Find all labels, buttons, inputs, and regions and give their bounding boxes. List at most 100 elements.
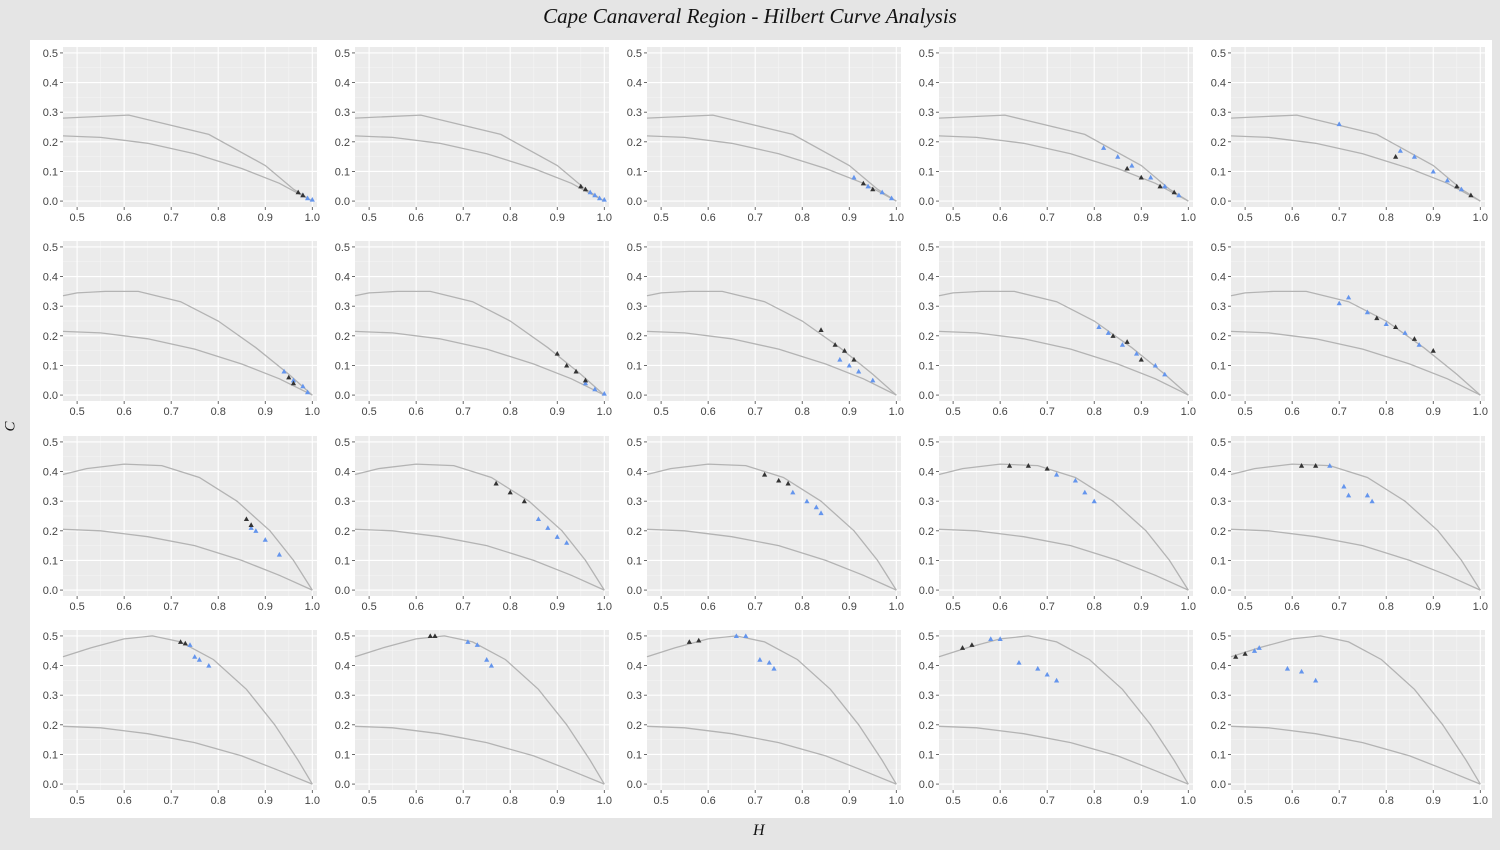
dark-point [832,342,838,347]
y-tick-label: 0.3 [919,301,934,313]
x-tick-label: 0.6 [992,601,1007,613]
y-tick-label: 0.2 [919,137,934,149]
blue-point [601,196,607,202]
x-tick-label: 0.5 [361,406,376,418]
dark-point [295,189,301,195]
x-tick-label: 1.0 [597,795,612,807]
facet-panel: 0.5 0.6 0.7 0.8 0.9 1.0 0.0 0.1 0.2 0.3 0.4 0.5 [1211,630,1488,807]
upper-boundary-curve [938,114,1189,202]
x-tick-label: 0.8 [795,795,810,807]
x-tick-label: 0.9 [550,406,565,418]
y-tick-label: 0.0 [919,390,934,402]
blue-point [879,189,885,195]
y-tick-label: 0.2 [43,526,58,538]
dark-point [573,368,579,374]
y-tick-label: 0.4 [1211,661,1226,673]
dark-point [1242,651,1248,656]
y-tick-label: 0.3 [335,301,350,313]
y-tick-label: 0.0 [627,196,642,208]
y-tick-label: 0.1 [919,360,934,372]
dark-point [582,186,589,192]
x-tick-label: 0.9 [1426,212,1441,224]
x-tick-label: 1.0 [1181,406,1196,418]
y-tick-label: 0.1 [335,749,350,761]
x-tick-label: 0.8 [211,601,226,613]
dark-point [1454,183,1460,189]
y-tick-label: 0.0 [43,585,58,597]
y-tick-label: 0.3 [335,496,350,508]
dark-point [554,350,560,356]
blue-point [592,192,598,198]
x-tick-label: 0.6 [700,601,715,613]
x-tick-label: 0.7 [456,406,471,418]
blue-point [1364,309,1371,315]
x-tick-label: 0.8 [503,795,518,807]
blue-point [300,383,306,389]
facet-panel: 0.5 0.6 0.7 0.8 0.9 1.0 0.0 0.1 0.2 0.3 0.4 0.5 [335,630,612,807]
blue-point [997,636,1003,641]
lower-boundary-curve [1230,330,1481,396]
facet-panel: 0.5 0.6 0.7 0.8 0.9 1.0 0.0 0.1 0.2 0.3 0.4 0.5 [335,436,612,613]
blue-point [262,537,268,542]
upper-boundary-curve [62,635,313,785]
x-tick-label: 0.8 [211,795,226,807]
blue-point [276,551,282,557]
y-tick-label: 0.1 [919,749,934,761]
dark-point [1298,463,1305,468]
y-tick-label: 0.1 [335,166,350,178]
blue-point [545,525,551,530]
y-tick-label: 0.3 [43,107,58,119]
facet-panel: 0.5 0.6 0.7 0.8 0.9 1.0 0.0 0.1 0.2 0.3 0.4 0.5 [43,630,320,807]
x-tick-label: 0.6 [116,795,131,807]
y-tick-label: 0.3 [1211,690,1226,702]
facet-panel: 0.5 0.6 0.7 0.8 0.9 1.0 0.0 0.1 0.2 0.3 0.4 0.5 [627,47,904,224]
blue-point [1341,483,1347,489]
lower-boundary-curve [938,330,1189,396]
dark-point [286,374,292,380]
x-tick-label: 0.8 [503,601,518,613]
y-tick-label: 0.0 [43,779,58,791]
x-tick-label: 0.7 [1040,406,1055,418]
y-tick-label: 0.3 [1211,107,1226,119]
blue-point [790,489,796,495]
x-tick-label: 0.6 [408,212,423,224]
y-tick-label: 0.1 [335,360,350,372]
facet-panel: 0.5 0.6 0.7 0.8 0.9 1.0 0.0 0.1 0.2 0.3 0.4 0.5 [627,241,904,418]
blue-point [1053,677,1060,683]
blue-point [757,657,763,662]
y-tick-label: 0.5 [335,48,350,60]
upper-boundary-curve [646,114,897,202]
dark-point [1044,465,1050,471]
dark-point [1138,356,1144,362]
blue-point [592,386,598,392]
dark-point [1124,165,1130,171]
blue-point [1402,330,1408,335]
x-tick-label: 0.5 [945,795,960,807]
x-tick-label: 0.7 [456,795,471,807]
dark-point [1006,463,1013,468]
dark-point [1313,463,1319,468]
upper-boundary-curve [938,635,1189,785]
blue-point [1082,489,1088,495]
blue-point [1115,154,1121,159]
y-tick-label: 0.0 [1211,390,1226,402]
y-tick-label: 0.2 [627,331,642,343]
upper-boundary-curve [354,114,605,202]
facet-grid: 0.5 0.6 0.7 0.8 0.9 1.0 0.0 0.1 0.2 0.3 0.4 0.5 0.5 0… [30,40,1492,818]
dark-point [493,480,499,486]
dark-point [776,477,782,483]
lower-boundary-curve [646,725,897,785]
y-tick-label: 0.4 [919,661,934,673]
x-tick-label: 0.6 [1284,406,1299,418]
dark-point [1138,174,1144,180]
blue-point [304,389,311,395]
dark-point [248,522,254,527]
y-tick-label: 0.0 [1211,196,1226,208]
x-tick-label: 0.7 [1332,795,1347,807]
blue-point [771,665,777,671]
y-tick-label: 0.3 [335,690,350,702]
x-tick-label: 0.7 [1040,795,1055,807]
upper-boundary-curve [938,463,1189,591]
x-tick-label: 0.7 [456,601,471,613]
lower-boundary-curve [354,330,605,396]
